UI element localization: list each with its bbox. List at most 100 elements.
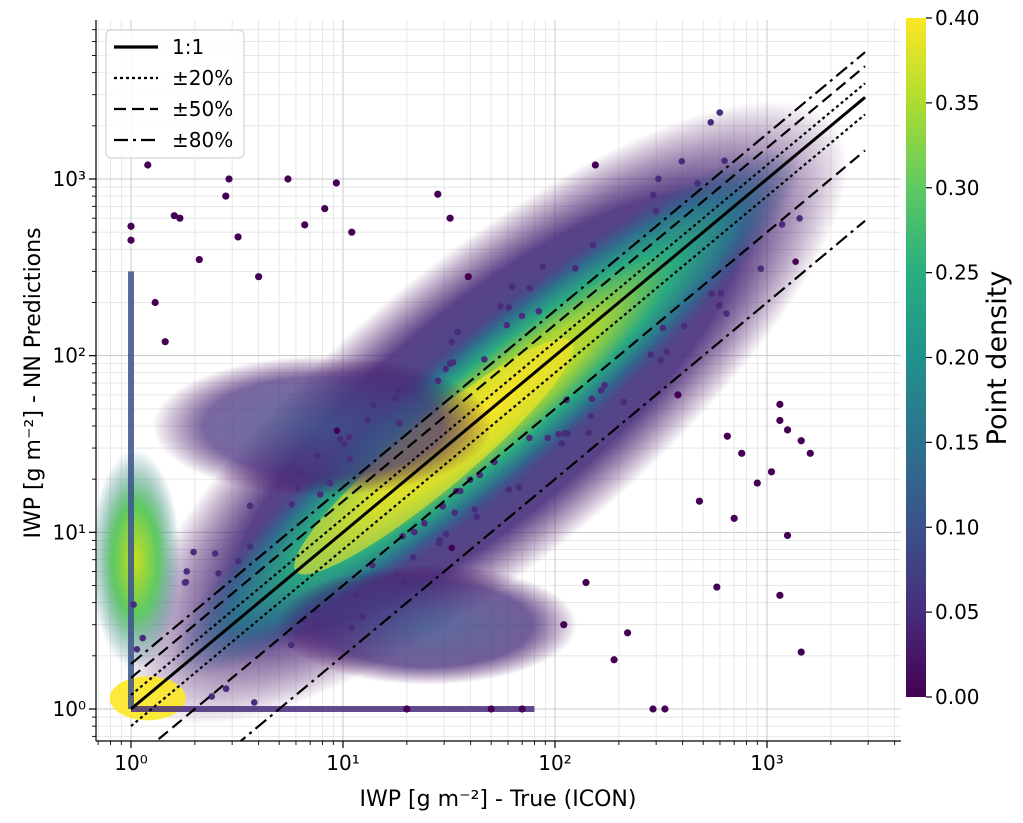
scatter-point — [409, 554, 417, 561]
scatter-point — [436, 536, 443, 544]
colorbar-tick-label: 0.30 — [935, 176, 980, 200]
scatter-point — [434, 377, 442, 385]
scatter-point — [448, 338, 456, 346]
scatter-point — [208, 693, 216, 700]
scatter-point — [364, 416, 371, 424]
colorbar-title: Point density — [982, 271, 1013, 446]
scatter-point — [395, 387, 402, 395]
scatter-point — [708, 290, 716, 298]
density-origin-blob — [109, 676, 186, 721]
scatter-point — [332, 179, 340, 187]
scatter-point — [753, 479, 761, 487]
scatter-point — [518, 312, 526, 320]
scatter-point — [287, 641, 295, 649]
density-bottom-row — [131, 706, 535, 712]
scatter-point — [620, 398, 628, 406]
scatter-point — [717, 289, 725, 297]
scatter-point — [133, 645, 141, 653]
scatter-point — [139, 634, 147, 642]
scatter-point — [497, 303, 504, 310]
density-left-column — [96, 449, 181, 670]
scatter-point — [246, 502, 254, 510]
scatter-point — [358, 613, 366, 621]
scatter-point — [657, 356, 664, 364]
scatter-point — [674, 391, 682, 399]
scatter-point — [588, 395, 596, 403]
scatter-point — [661, 705, 669, 713]
colorbar-tick-label: 0.05 — [935, 600, 980, 624]
y-tick-label: 10⁰ — [53, 697, 86, 721]
y-axis-title: IWP [g m⁻²] - NN Predictions — [21, 227, 46, 538]
scatter-point — [647, 351, 655, 358]
reference-lines — [130, 51, 866, 741]
colorbar-gradient — [906, 18, 926, 697]
scatter-point — [294, 484, 302, 492]
scatter-point — [535, 308, 543, 315]
scatter-point — [222, 192, 230, 200]
scatter-point — [518, 705, 526, 713]
scatter-point — [597, 387, 605, 394]
scatter-point — [680, 322, 688, 330]
scatter-points — [127, 109, 814, 713]
scatter-point — [526, 284, 534, 292]
scatter-point — [345, 433, 353, 441]
scatter-point — [326, 479, 334, 487]
scatter-point — [797, 437, 805, 445]
scatter-point — [284, 175, 292, 183]
legend: 1:1 ±20% ±50% ±80% — [105, 29, 245, 159]
scatter-point — [348, 228, 356, 236]
ref-line-dashdot — [130, 51, 866, 665]
ref-line-dashed — [130, 65, 866, 679]
scatter-point — [713, 583, 721, 591]
scatter-point — [610, 656, 618, 664]
scatter-point — [678, 158, 686, 165]
ref-line-dashdot — [239, 219, 866, 741]
density-left-line — [128, 271, 134, 709]
scatter-point — [558, 440, 565, 447]
scatter-point — [314, 452, 321, 460]
scatter-point — [195, 255, 203, 264]
scatter-point — [655, 175, 662, 183]
legend-label: ±80% — [172, 128, 233, 152]
scatter-point — [451, 509, 459, 516]
scatter-point — [707, 119, 715, 126]
scatter-point — [783, 426, 792, 434]
x-tick-label: 10¹ — [326, 751, 359, 775]
scatter-point — [663, 348, 671, 355]
scatter-point — [255, 273, 263, 281]
y-tick-label: 10² — [53, 344, 86, 368]
scatter-point — [352, 591, 359, 599]
scatter-point — [181, 579, 189, 586]
scatter-point — [336, 435, 344, 443]
scatter-point — [400, 578, 408, 585]
scatter-point — [591, 161, 599, 169]
colorbar-tick-label: 0.25 — [935, 261, 980, 285]
scatter-point — [246, 543, 254, 550]
scatter-point — [127, 222, 135, 230]
scatter-point — [151, 298, 159, 307]
scatter-point — [561, 430, 568, 437]
x-tick-label: 10³ — [750, 751, 783, 775]
scatter-point — [393, 571, 401, 579]
scatter-point — [176, 214, 184, 222]
scatter-point — [370, 401, 377, 409]
scatter-point — [471, 506, 479, 513]
scatter-point — [341, 440, 348, 448]
scatter-point — [464, 273, 472, 281]
scatter-point — [434, 190, 442, 198]
scatter-point — [776, 416, 784, 425]
x-tick-label: 10² — [538, 751, 571, 775]
scatter-point — [659, 324, 667, 332]
scatter-point — [555, 430, 562, 438]
y-tick-label: 10³ — [53, 167, 86, 191]
scatter-point — [589, 241, 597, 249]
scatter-point — [321, 204, 329, 213]
x-tick-label: 10⁰ — [114, 751, 147, 775]
scatter-point — [473, 513, 480, 521]
scatter-point — [560, 621, 568, 629]
scatter-point — [716, 109, 724, 116]
scatter-point — [410, 528, 418, 536]
scatter-point — [515, 484, 523, 491]
scatter-point — [235, 557, 242, 565]
scatter-point — [582, 578, 590, 587]
